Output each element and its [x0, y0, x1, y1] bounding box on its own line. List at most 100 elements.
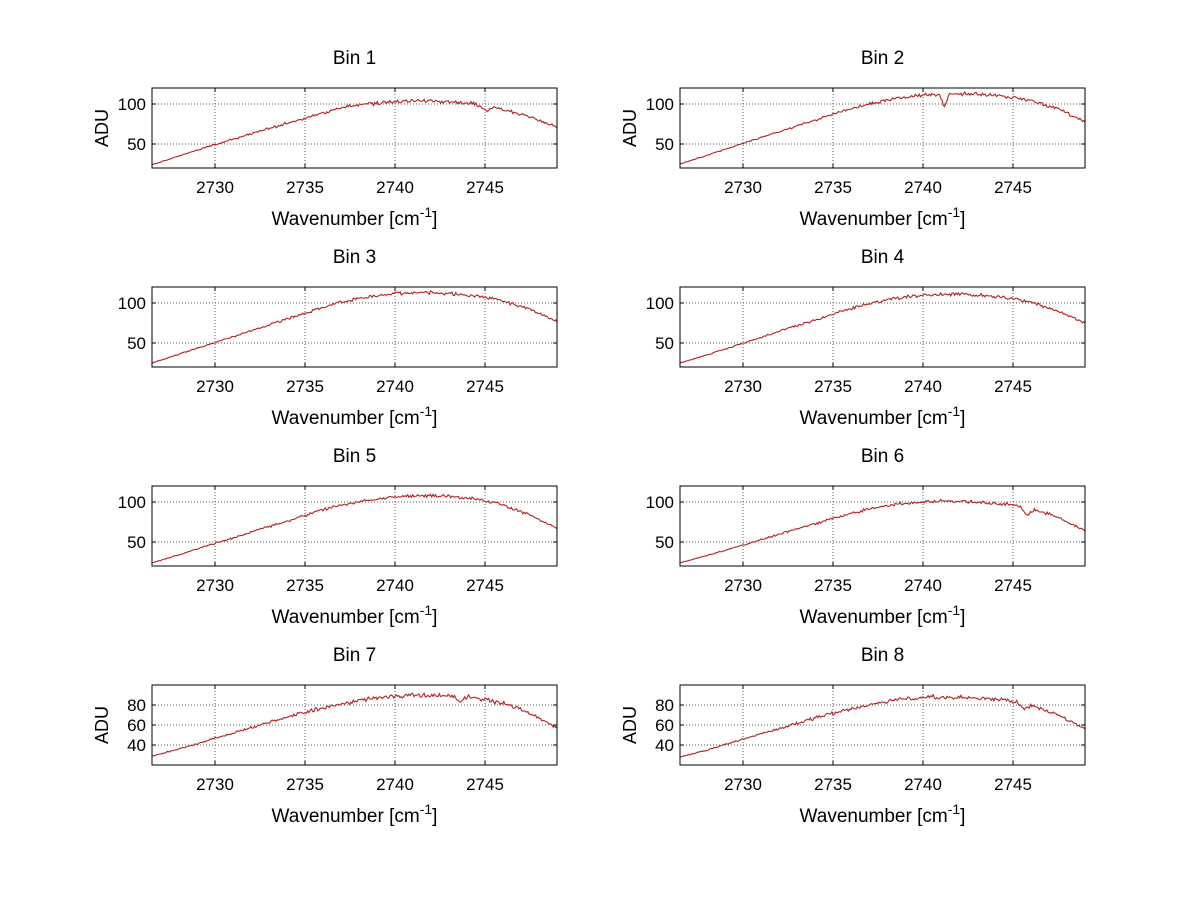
x-axis-label: Wavenumber [cm-1]: [800, 602, 966, 628]
y-tick-label: 100: [118, 294, 146, 313]
x-tick-label: 2740: [376, 377, 414, 396]
y-tick-label: 100: [118, 95, 146, 114]
x-tick-label: 2745: [466, 576, 504, 595]
axis-box: [679, 286, 1086, 368]
x-tick-label: 2735: [286, 576, 324, 595]
x-tick-label: 2735: [814, 576, 852, 595]
spectrum-line: [680, 693, 1085, 758]
y-tick-label: 60: [127, 716, 146, 735]
subplot-svg: 2730 2735 2740 2745 50 100 Bin 6 Wavenumber [cm…: [646, 446, 1086, 628]
subplot-title: Bin 5: [333, 446, 376, 467]
x-tick-label: 2745: [994, 576, 1032, 595]
y-tick-label: 60: [655, 716, 674, 735]
subplot-title: Bin 3: [333, 247, 376, 268]
axis-box: [151, 87, 558, 169]
y-tick-label: 50: [127, 135, 146, 154]
x-tick-label: 2740: [376, 178, 414, 197]
y-tick-label: 100: [646, 294, 674, 313]
x-tick-label: 2735: [286, 178, 324, 197]
subplot-title: Bin 7: [333, 645, 376, 666]
subplot-svg: 2730 2735 2740 2745 50 100 Bin 4 Wavenumber [cm…: [646, 247, 1086, 429]
y-axis-label: ADU: [92, 706, 112, 744]
x-tick-label: 2730: [196, 377, 234, 396]
x-tick-label: 2730: [724, 775, 762, 794]
x-tick-label: 2745: [994, 178, 1032, 197]
spectrum-line: [152, 692, 557, 757]
axis-box: [151, 485, 558, 567]
y-tick-label: 50: [655, 334, 674, 353]
spectrum-line: [152, 493, 557, 564]
axis-box: [679, 485, 1086, 567]
x-axis-label: Wavenumber [cm-1]: [800, 403, 966, 429]
spectrum-line: [680, 498, 1085, 564]
y-tick-label: 40: [127, 736, 146, 755]
x-tick-label: 2745: [994, 775, 1032, 794]
subplot-title: Bin 8: [861, 645, 904, 666]
subplot-bin-7: 2730 2735 2740 2745 40 60 80 Bin 7 ADU Wavenumber…: [70, 637, 570, 832]
x-tick-label: 2735: [814, 775, 852, 794]
subplot-bin-6: 2730 2735 2740 2745 50 100 Bin 6 Wavenumber [cm…: [598, 438, 1098, 633]
subplot-bin-4: 2730 2735 2740 2745 50 100 Bin 4 Wavenumber [cm…: [598, 239, 1098, 434]
y-tick-label: 50: [655, 135, 674, 154]
spectrum-line: [680, 291, 1085, 364]
x-tick-label: 2730: [724, 377, 762, 396]
subplot-svg: 2730 2735 2740 2745 50 100 Bin 1 ADU Wavenumber …: [92, 48, 558, 230]
y-tick-label: 80: [127, 696, 146, 715]
y-axis-label: ADU: [620, 706, 640, 744]
x-axis-label: Wavenumber [cm-1]: [272, 204, 438, 230]
subplot-bin-2: 2730 2735 2740 2745 50 100 Bin 2 ADU Wavenumber …: [598, 40, 1098, 235]
x-tick-label: 2740: [904, 775, 942, 794]
x-axis-label: Wavenumber [cm-1]: [272, 403, 438, 429]
subplot-svg: 2730 2735 2740 2745 50 100 Bin 2 ADU Wavenumber …: [620, 48, 1086, 230]
subplot-title: Bin 6: [861, 446, 904, 467]
subplot-bin-1: 2730 2735 2740 2745 50 100 Bin 1 ADU Wavenumber …: [70, 40, 570, 235]
x-axis-label: Wavenumber [cm-1]: [800, 204, 966, 230]
x-axis-label: Wavenumber [cm-1]: [272, 801, 438, 827]
spectrum-line: [680, 90, 1085, 165]
x-tick-label: 2740: [904, 377, 942, 396]
y-tick-label: 100: [646, 493, 674, 512]
subplot-bin-5: 2730 2735 2740 2745 50 100 Bin 5 Wavenumber [cm…: [70, 438, 570, 633]
x-tick-label: 2740: [904, 178, 942, 197]
y-tick-label: 50: [127, 334, 146, 353]
subplot-title: Bin 2: [861, 48, 904, 69]
subplot-bin-8: 2730 2735 2740 2745 40 60 80 Bin 8 ADU Wavenumber…: [598, 637, 1098, 832]
y-tick-label: 80: [655, 696, 674, 715]
y-tick-label: 50: [655, 533, 674, 552]
y-tick-label: 100: [646, 95, 674, 114]
x-tick-label: 2745: [994, 377, 1032, 396]
x-tick-label: 2740: [376, 775, 414, 794]
x-tick-label: 2740: [904, 576, 942, 595]
y-tick-label: 40: [655, 736, 674, 755]
y-axis-label: ADU: [92, 109, 112, 147]
x-axis-label: Wavenumber [cm-1]: [800, 801, 966, 827]
x-tick-label: 2745: [466, 377, 504, 396]
x-tick-label: 2735: [286, 775, 324, 794]
spectrum-line: [152, 290, 557, 364]
x-tick-label: 2745: [466, 775, 504, 794]
x-tick-label: 2735: [814, 178, 852, 197]
subplot-title: Bin 4: [861, 247, 905, 268]
x-tick-label: 2730: [196, 576, 234, 595]
subplot-bin-3: 2730 2735 2740 2745 50 100 Bin 3 Wavenumber [cm…: [70, 239, 570, 434]
spectrum-line: [152, 98, 557, 166]
axis-box: [151, 286, 558, 368]
x-tick-label: 2730: [724, 576, 762, 595]
x-axis-label: Wavenumber [cm-1]: [272, 602, 438, 628]
x-tick-label: 2735: [286, 377, 324, 396]
subplot-svg: 2730 2735 2740 2745 50 100 Bin 5 Wavenumber [cm…: [118, 446, 558, 628]
y-tick-label: 50: [127, 533, 146, 552]
x-tick-label: 2745: [466, 178, 504, 197]
axis-box: [679, 87, 1086, 169]
x-tick-label: 2735: [814, 377, 852, 396]
x-tick-label: 2740: [376, 576, 414, 595]
subplot-title: Bin 1: [333, 48, 376, 69]
subplot-svg: 2730 2735 2740 2745 50 100 Bin 3 Wavenumber [cm…: [118, 247, 558, 429]
y-tick-label: 100: [118, 493, 146, 512]
x-tick-label: 2730: [724, 178, 762, 197]
y-axis-label: ADU: [620, 109, 640, 147]
x-tick-label: 2730: [196, 178, 234, 197]
